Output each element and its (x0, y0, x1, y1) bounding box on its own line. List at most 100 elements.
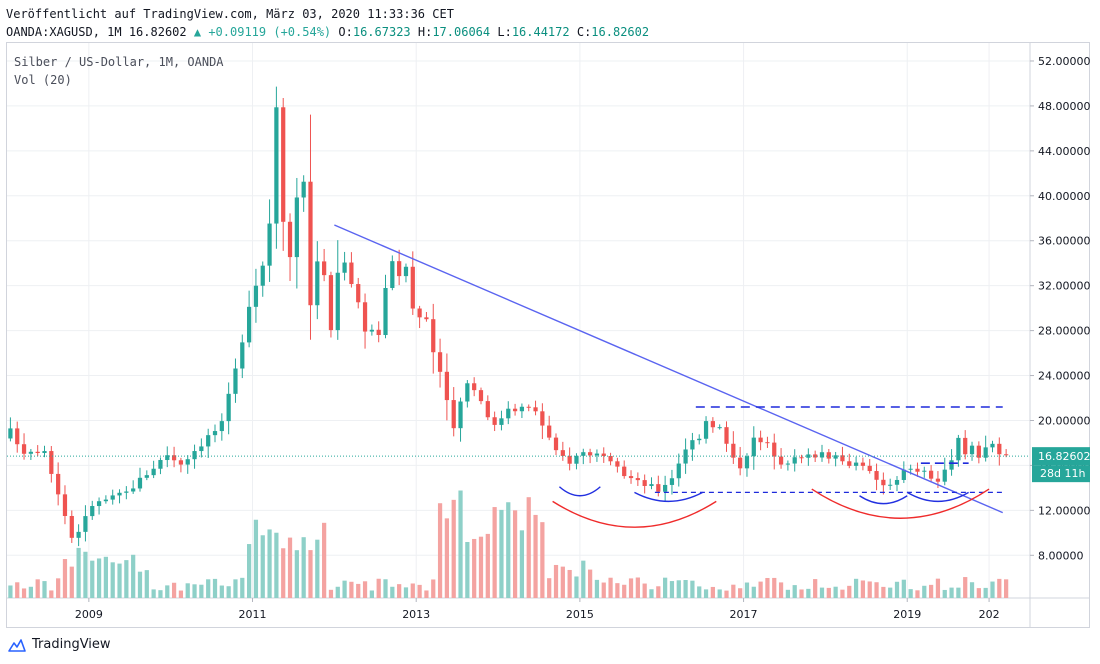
volume-bar (649, 589, 654, 598)
volume-bar (56, 578, 61, 598)
volume-bar (369, 590, 374, 598)
candle-body (908, 468, 913, 470)
candle-body (826, 452, 831, 459)
candle-body (867, 465, 872, 472)
volume-bar (731, 584, 736, 598)
volume-bar (922, 585, 927, 598)
candle-body (758, 437, 763, 443)
candle-body (813, 454, 818, 458)
volume-legend[interactable]: Vol (20) (14, 73, 72, 87)
chart-frame[interactable] (6, 42, 1090, 628)
volume-bar (663, 577, 668, 598)
volume-bar (137, 571, 143, 598)
volume-bar (69, 566, 74, 598)
candle-body (608, 455, 613, 462)
candle-body (533, 407, 538, 412)
candle-body (663, 484, 668, 492)
x-tick-label: 2009 (75, 608, 103, 621)
volume-bar (478, 536, 484, 598)
volume-bar (206, 579, 211, 598)
candle-body (458, 401, 463, 429)
x-tick-label: 2017 (730, 608, 758, 621)
volume-bar (301, 537, 306, 598)
volume-bar (376, 578, 381, 598)
volume-bar (42, 581, 47, 598)
volume-bar (274, 532, 279, 598)
candle-body (833, 455, 838, 459)
y-tick-label: 24.00000 (1038, 370, 1091, 383)
volume-bar (8, 585, 13, 598)
volume-bar (547, 578, 552, 598)
candle-body (362, 302, 368, 332)
y-tick-label: 28.00000 (1038, 325, 1091, 338)
volume-bar (765, 577, 770, 598)
volume-bar (342, 580, 347, 598)
volume-bar (915, 590, 920, 598)
candle-body (485, 401, 490, 418)
volume-bar (417, 584, 422, 598)
candle-body (28, 451, 33, 454)
volume-bar (819, 587, 825, 598)
candle-body (328, 275, 334, 331)
volume-bar (144, 570, 149, 598)
candle-body (465, 383, 470, 402)
volume-bar (35, 579, 40, 598)
candle-body (383, 287, 388, 336)
candle-body (540, 411, 545, 426)
candle-body (915, 468, 920, 472)
volume-bar (151, 589, 156, 598)
volume-bar (28, 586, 33, 598)
candle-body (424, 317, 429, 320)
volume-bar (833, 586, 838, 598)
tradingview-logo-icon (8, 638, 26, 652)
volume-bar (758, 581, 763, 598)
volume-bar (867, 581, 872, 598)
volume-bar (738, 588, 743, 598)
volume-bar (990, 581, 995, 598)
candle-body (397, 261, 402, 277)
candle-body (772, 442, 777, 457)
candle-body (240, 342, 245, 369)
volume-bar (335, 586, 340, 598)
volume-bar (669, 581, 675, 598)
candle-body (260, 265, 265, 286)
candle-body (881, 479, 886, 486)
candle-body (928, 470, 934, 479)
candle-body (410, 266, 415, 309)
pattern-arc-red (552, 500, 717, 528)
candle-body (676, 463, 681, 479)
candle-body (656, 484, 661, 492)
volume-bar (492, 507, 497, 598)
published-note: Veröffentlicht auf TradingView.com, März… (6, 7, 454, 21)
volume-bar (969, 582, 975, 598)
candle-body (206, 435, 211, 447)
candle-body (997, 443, 1002, 455)
candle-body (69, 516, 74, 538)
volume-bar (622, 584, 627, 598)
candle-body (199, 446, 204, 452)
series-legend[interactable]: Silber / US-Dollar, 1M, OANDA (14, 55, 224, 69)
last-price-tag (1032, 447, 1090, 466)
volume-bar (322, 522, 327, 598)
candle-body (287, 221, 293, 258)
candle-body (274, 107, 279, 224)
x-tick-label: 2019 (893, 608, 921, 621)
candle-body (519, 406, 525, 412)
y-tick-label: 40.00000 (1038, 190, 1091, 203)
volume-bar (267, 529, 272, 598)
candle-body (799, 457, 804, 459)
candle-body (785, 463, 791, 465)
volume-bar (587, 569, 593, 598)
trendline (334, 224, 1003, 514)
close-value: 16.82602 (591, 25, 650, 39)
candle-body (1004, 454, 1009, 456)
volume-bar (744, 582, 750, 598)
volume-bar (485, 533, 490, 598)
volume-bar (778, 582, 784, 598)
candle-body (62, 494, 68, 517)
candle-body (124, 491, 129, 493)
candle-body (717, 427, 722, 429)
volume-bar (403, 587, 409, 598)
tradingview-footer[interactable]: TradingView (8, 637, 111, 652)
